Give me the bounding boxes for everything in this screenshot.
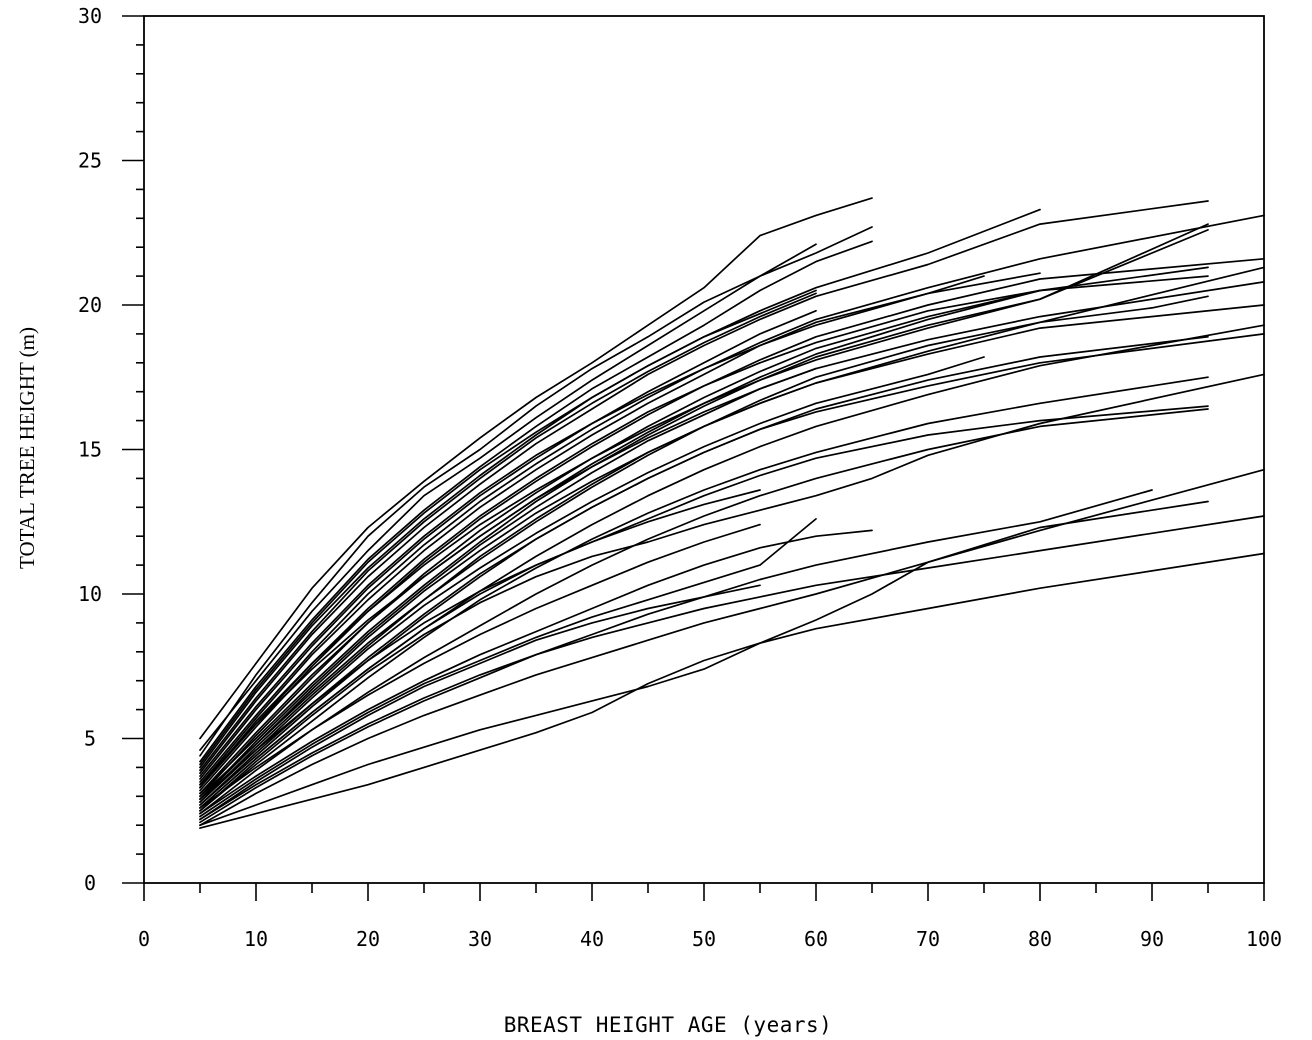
x-tick-label: 10 <box>244 927 268 951</box>
series-line-9 <box>199 257 1265 792</box>
series-line-35 <box>199 292 817 772</box>
x-axis: 0 10 20 30 40 50 60 70 80 90 100 <box>138 883 1282 951</box>
x-tick-label: 70 <box>916 927 940 951</box>
y-tick-label: 5 <box>84 727 96 751</box>
series-line-6 <box>199 200 1209 775</box>
series-line-19 <box>199 523 761 809</box>
series-line-37 <box>199 289 1041 789</box>
series-line-24 <box>199 500 1209 827</box>
x-tick-label: 30 <box>468 927 492 951</box>
y-tick-label: 10 <box>78 582 102 606</box>
series-line-21 <box>199 518 817 818</box>
series-line-7 <box>199 309 817 780</box>
x-axis-title: BREAST HEIGHT AGE (years) <box>504 1013 833 1037</box>
series-line-41 <box>199 266 1265 801</box>
y-tick-label: 0 <box>84 871 96 895</box>
x-tick-label: 60 <box>804 927 828 951</box>
x-tick-label: 50 <box>692 927 716 951</box>
series-line-31 <box>199 214 1265 783</box>
series-line-13 <box>199 304 1265 803</box>
series-line-33 <box>199 356 985 803</box>
series-line-38 <box>199 266 1209 786</box>
series-line-4 <box>199 240 873 763</box>
series-line-5 <box>199 208 1041 769</box>
series-line-26 <box>199 552 1265 829</box>
series-line-3 <box>199 243 817 751</box>
series-line-20 <box>199 529 873 815</box>
y-tick-label: 20 <box>78 293 102 317</box>
series-line-23 <box>199 489 1153 824</box>
y-axis-title: TOTAL TREE HEIGHT (m) <box>15 327 39 569</box>
x-tick-label: 100 <box>1246 927 1282 951</box>
series-line-39 <box>199 333 1265 806</box>
series-line-27 <box>199 515 1265 821</box>
series-line-1 <box>199 197 873 740</box>
series-line-8 <box>199 272 1041 786</box>
x-tick-label: 0 <box>138 927 150 951</box>
series-line-28 <box>199 373 1265 812</box>
series-layer <box>199 197 1265 829</box>
series-line-22 <box>199 584 761 821</box>
series-line-12 <box>199 281 1265 801</box>
y-tick-label: 30 <box>78 4 102 28</box>
y-tick-label: 15 <box>78 438 102 462</box>
y-axis: 0 5 10 15 20 25 30 <box>78 4 144 895</box>
series-line-29 <box>199 405 1209 809</box>
x-tick-label: 40 <box>580 927 604 951</box>
y-tick-label: 25 <box>78 149 102 173</box>
series-line-15 <box>199 324 1265 809</box>
x-tick-label: 20 <box>356 927 380 951</box>
series-line-36 <box>199 289 817 766</box>
x-tick-label: 90 <box>1140 927 1164 951</box>
series-line-32 <box>199 275 985 777</box>
series-line-17 <box>199 376 1209 812</box>
series-line-40 <box>199 367 817 795</box>
series-line-25 <box>199 468 1265 827</box>
x-tick-label: 80 <box>1028 927 1052 951</box>
series-line-34 <box>199 295 1209 798</box>
